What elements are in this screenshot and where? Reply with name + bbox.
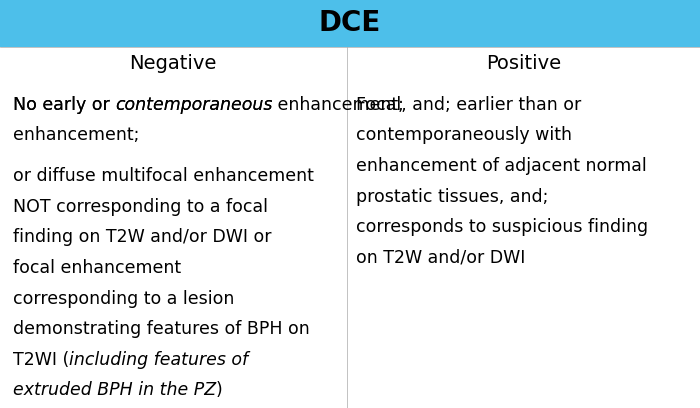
Text: including features of: including features of	[69, 351, 248, 369]
Text: corresponding to a lesion: corresponding to a lesion	[13, 290, 234, 308]
Text: extruded BPH in the PZ: extruded BPH in the PZ	[13, 381, 216, 399]
Text: enhancement;: enhancement;	[272, 96, 404, 114]
Text: contemporaneously with: contemporaneously with	[356, 126, 572, 144]
Text: finding on T2W and/or DWI or: finding on T2W and/or DWI or	[13, 228, 271, 246]
Text: corresponds to suspicious finding: corresponds to suspicious finding	[356, 218, 648, 236]
Bar	[0, 0, 700, 47]
Text: demonstrating features of BPH on: demonstrating features of BPH on	[13, 320, 309, 338]
Text: ): )	[216, 381, 223, 399]
Text: No early or: No early or	[13, 96, 115, 114]
Text: contemporaneous: contemporaneous	[115, 96, 272, 114]
Text: on T2W and/or DWI: on T2W and/or DWI	[356, 249, 525, 267]
Text: enhancement of adjacent normal: enhancement of adjacent normal	[356, 157, 646, 175]
Text: focal enhancement: focal enhancement	[13, 259, 181, 277]
Text: DCE: DCE	[319, 9, 381, 38]
Text: or diffuse multifocal enhancement: or diffuse multifocal enhancement	[13, 167, 314, 185]
Text: prostatic tissues, and;: prostatic tissues, and;	[356, 188, 548, 206]
Text: Focal, and; earlier than or: Focal, and; earlier than or	[356, 96, 581, 114]
Text: T2WI (: T2WI (	[13, 351, 69, 369]
Text: contemporaneous: contemporaneous	[115, 96, 272, 114]
Text: No early or: No early or	[13, 96, 115, 114]
Text: Negative: Negative	[130, 54, 217, 73]
Text: NOT corresponding to a focal: NOT corresponding to a focal	[13, 198, 267, 216]
Text: Positive: Positive	[486, 54, 561, 73]
Text: enhancement;: enhancement;	[13, 126, 139, 144]
